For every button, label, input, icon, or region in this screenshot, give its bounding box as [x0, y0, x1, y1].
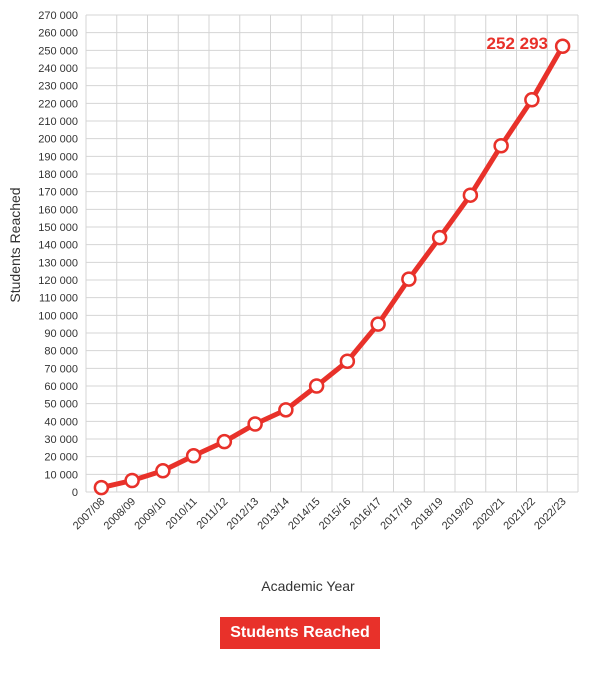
x-tick-label: 2010/11	[164, 496, 200, 532]
data-point	[339, 353, 356, 370]
x-axis-title: Academic Year	[261, 578, 355, 594]
data-point	[431, 229, 448, 246]
data-point	[370, 316, 386, 332]
y-tick-label: 140 000	[38, 240, 78, 252]
data-point	[308, 378, 325, 394]
y-tick-label: 130 000	[38, 257, 78, 269]
x-tick-label: 2017/18	[378, 496, 415, 533]
y-tick-label: 0	[72, 487, 78, 499]
x-tick-label: 2019/20	[440, 496, 477, 533]
data-point	[493, 137, 509, 154]
y-tick-label: 200 000	[38, 134, 78, 146]
y-tick-label: 60 000	[44, 381, 78, 393]
data-point	[401, 271, 417, 287]
data-point	[93, 479, 110, 496]
y-tick-label: 260 000	[38, 28, 78, 40]
y-tick-label: 170 000	[38, 187, 78, 199]
data-point	[124, 472, 140, 489]
y-tick-label: 250 000	[38, 45, 78, 57]
x-axis-ticks: 2007/082008/092009/102010/112011/122012/…	[71, 496, 569, 533]
x-tick-label: 2016/17	[348, 496, 385, 533]
y-axis-title: Students Reached	[7, 187, 23, 302]
y-tick-label: 210 000	[38, 116, 78, 128]
y-tick-label: 20 000	[44, 452, 78, 464]
y-tick-label: 220 000	[38, 98, 78, 110]
y-tick-label: 100 000	[38, 310, 78, 322]
y-tick-label: 270 000	[38, 10, 78, 22]
x-tick-label: 2020/21	[471, 496, 508, 533]
x-tick-label: 2012/13	[225, 496, 262, 533]
y-tick-label: 50 000	[44, 399, 78, 411]
y-tick-label: 90 000	[44, 328, 78, 340]
last-value-annotation: 252 293	[487, 34, 548, 53]
y-tick-label: 10 000	[44, 469, 78, 481]
x-tick-label: 2008/09	[102, 496, 139, 533]
data-point	[155, 463, 171, 479]
data-point	[554, 38, 571, 55]
x-tick-label: 2009/10	[132, 496, 169, 533]
x-tick-label: 2015/16	[317, 496, 354, 533]
data-point	[462, 187, 479, 203]
y-tick-label: 230 000	[38, 81, 78, 93]
y-tick-label: 190 000	[38, 151, 78, 163]
x-tick-label: 2011/12	[194, 496, 230, 532]
y-tick-label: 160 000	[38, 204, 78, 216]
data-point	[216, 433, 233, 450]
y-tick-label: 30 000	[44, 434, 78, 446]
y-tick-label: 110 000	[39, 293, 78, 305]
data-point	[185, 448, 202, 464]
x-tick-label: 2013/14	[255, 496, 292, 533]
y-tick-label: 80 000	[44, 346, 78, 358]
data-point	[278, 402, 294, 418]
legend-label: Students Reached	[230, 624, 370, 641]
grid-lines	[85, 14, 579, 493]
y-tick-label: 40 000	[44, 416, 78, 428]
y-tick-label: 240 000	[38, 63, 78, 75]
data-point	[524, 92, 540, 108]
series-line	[98, 43, 566, 491]
y-axis-ticks: 0 10 000 20 000 30 000 40 000 50 000 60 000 70 …	[38, 10, 78, 499]
legend-entry: Students Reached	[220, 617, 380, 649]
y-tick-label: 120 000	[38, 275, 78, 287]
x-tick-label: 2021/22	[501, 496, 538, 533]
y-tick-label: 180 000	[38, 169, 78, 181]
x-tick-label: 2014/15	[286, 496, 323, 533]
x-tick-label: 2022/23	[532, 496, 569, 533]
series-layer	[93, 38, 571, 496]
y-tick-label: 70 000	[44, 363, 78, 375]
y-tick-label: 150 000	[38, 222, 78, 234]
data-point	[247, 416, 263, 432]
x-tick-label: 2018/19	[409, 496, 446, 533]
x-tick-label: 2007/08	[71, 496, 108, 533]
